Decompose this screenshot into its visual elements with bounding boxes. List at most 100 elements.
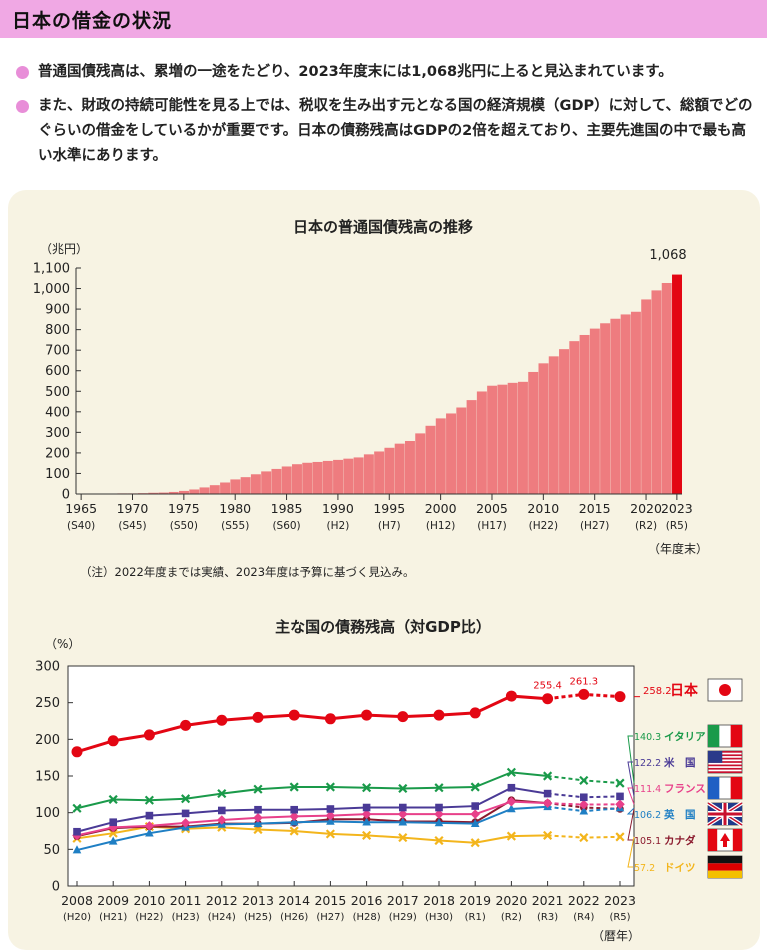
chart1-annotation: 1,068 <box>649 248 686 263</box>
chart2-point-marker <box>290 806 298 814</box>
chart2-x-era-label: (H25) <box>244 912 272 923</box>
chart2-point-marker <box>470 707 481 718</box>
chart2-x-tick-label: 2018 <box>423 893 455 908</box>
chart1-bar <box>590 329 600 494</box>
chart2-end-label: 57.2 <box>634 863 655 874</box>
chart2-end-label: 122.2 <box>634 758 661 769</box>
chart1-bar <box>559 349 569 494</box>
chart2-point-marker <box>397 711 408 722</box>
chart1-bar <box>456 408 466 494</box>
chart2-x-tick-label: 2023 <box>604 893 636 908</box>
chart1-bar <box>343 459 353 494</box>
chart1-x-tick-label: 2015 <box>579 501 611 516</box>
chart2-point-marker <box>216 715 227 726</box>
chart1-bar <box>672 275 682 494</box>
chart1-x-era-label: (S40) <box>67 520 95 532</box>
ca-flag-icon <box>708 829 742 851</box>
chart1-y-tick-label: 800 <box>45 323 70 338</box>
chart1-bar <box>220 482 230 494</box>
chart1-bar <box>333 460 343 494</box>
chart1-y-tick-label: 900 <box>45 303 70 318</box>
chart2-legend-name: 米 国 <box>663 756 696 769</box>
chart2-x-tick-label: 2022 <box>568 893 600 908</box>
chart2-x-tick-label: 2008 <box>61 893 93 908</box>
chart1-bar <box>651 290 661 494</box>
chart1-bar <box>426 426 436 494</box>
chart1-x-era-label: (H7) <box>378 520 401 532</box>
chart1-bar <box>580 335 590 494</box>
chart2-point-marker <box>218 807 226 815</box>
chart2-x-era-label: (R2) <box>501 912 522 923</box>
chart2-point-marker <box>180 720 191 731</box>
chart2-x-tick-label: 2012 <box>206 893 238 908</box>
chart1-bar <box>569 341 579 494</box>
chart1-bar <box>292 464 302 494</box>
chart2-x-tick-label: 2014 <box>278 893 310 908</box>
chart2-x-tick-label: 2015 <box>314 893 346 908</box>
fr-flag-icon <box>708 777 742 799</box>
chart2-x-era-label: (H26) <box>280 912 308 923</box>
chart1-x-era-label: (H27) <box>580 520 609 532</box>
chart2-x-era-label: (H30) <box>425 912 453 923</box>
chart2-point-marker <box>615 691 626 702</box>
chart1-bar <box>446 413 456 494</box>
chart2-point-marker <box>253 712 264 723</box>
chart1-bar <box>497 385 507 494</box>
chart2-x-tick-label: 2019 <box>459 893 491 908</box>
chart1-bar <box>395 444 405 494</box>
chart1-x-tick-label: 1980 <box>219 501 251 516</box>
chart2-ylabel: （%） <box>45 637 80 651</box>
chart1-bar <box>662 283 672 494</box>
chart2-x-era-label: (H24) <box>208 912 236 923</box>
chart2-y-tick-label: 300 <box>35 660 60 675</box>
chart1-x-era-label: (H2) <box>327 520 350 532</box>
chart1-x-era-label: (R2) <box>635 520 657 532</box>
chart1-bar <box>621 314 631 494</box>
chart1-y-tick-label: 1,000 <box>33 282 70 297</box>
chart2-x-tick-label: 2016 <box>351 893 383 908</box>
de-flag-icon <box>708 856 742 878</box>
chart2-end-label: 105.1 <box>634 836 661 847</box>
chart1-y-tick-label: 600 <box>45 364 70 379</box>
chart1-x-tick-label: 1985 <box>271 501 303 516</box>
chart1-y-tick-label: 400 <box>45 405 70 420</box>
chart1-bar <box>251 474 261 494</box>
chart1-bar <box>354 457 364 494</box>
chart1-x-era-label: (S50) <box>170 520 198 532</box>
chart2-x-tick-label: 2017 <box>387 893 419 908</box>
chart2-x-tick-label: 2020 <box>495 893 527 908</box>
chart1-bar <box>364 454 374 494</box>
it-flag-icon <box>708 725 742 747</box>
chart1-title: 日本の普通国債残高の推移 <box>293 218 473 236</box>
chart2-x-tick-label: 2013 <box>242 893 274 908</box>
chart2-x-era-label: (R4) <box>573 912 594 923</box>
chart2-point-marker <box>182 810 190 818</box>
chart2-point-marker <box>327 805 335 813</box>
chart2-point-marker <box>72 746 83 757</box>
chart1-y-tick-label: 100 <box>45 467 70 482</box>
chart2-point-marker <box>580 793 588 801</box>
chart2-point-label: 261.3 <box>569 676 598 687</box>
chart2-x-era-label: (H27) <box>316 912 344 923</box>
chart2-point-marker <box>289 710 300 721</box>
chart2-point-marker <box>73 828 81 836</box>
chart1-bar <box>600 323 610 494</box>
chart1-bar <box>271 469 281 494</box>
chart2-y-tick-label: 250 <box>35 696 60 711</box>
chart1-bar <box>539 363 549 494</box>
chart1-x-tick-label: 2000 <box>425 501 457 516</box>
chart1-x-tick-label: 2020 <box>630 501 662 516</box>
chart2-point-marker <box>144 729 155 740</box>
chart1-note: （注）2022年度までは実績、2023年度は予算に基づく見込み。 <box>80 565 415 579</box>
chart2-point-marker <box>616 793 624 801</box>
chart2-legend-name: イタリア <box>664 731 706 743</box>
chart1-bar <box>230 479 240 494</box>
chart1-xlabel: （年度末） <box>648 541 708 556</box>
chart1-x-era-label: (S55) <box>221 520 249 532</box>
chart1-bar <box>302 463 312 494</box>
chart1-x-tick-label: 2023 <box>661 501 693 516</box>
chart2-x-tick-label: 2010 <box>133 893 165 908</box>
chart1-bar <box>415 433 425 494</box>
chart2-x-era-label: (R1) <box>465 912 486 923</box>
chart2-title: 主な国の債務残高（対GDP比） <box>275 618 491 636</box>
